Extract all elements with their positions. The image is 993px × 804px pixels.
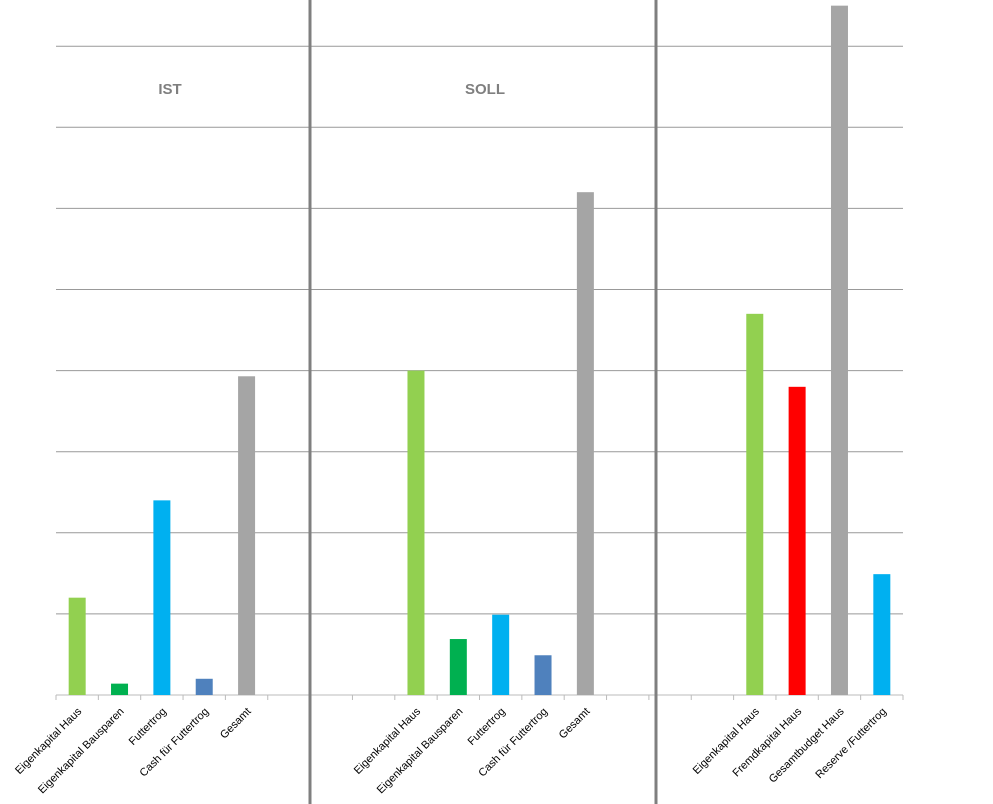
bar	[788, 386, 806, 695]
bar	[153, 500, 171, 695]
bar	[238, 376, 256, 695]
x-tick-label: Gesamtbudget Haus	[767, 705, 847, 785]
group-label: SOLL	[465, 81, 505, 98]
bar	[111, 683, 129, 695]
x-tick-label: Gesamt	[218, 706, 254, 742]
x-tick-label: Futtertrog	[127, 706, 169, 748]
x-tick-label: Eigenkapital Bausparen	[375, 706, 466, 797]
x-tick-label: Gesamt	[557, 706, 593, 742]
x-tick-label: Futtertrog	[466, 706, 508, 748]
x-tick-label: Eigenkapital Bausparen	[36, 706, 127, 797]
bar	[873, 574, 891, 695]
bar	[746, 313, 764, 695]
bar	[576, 192, 594, 695]
bar	[449, 639, 467, 695]
bar	[68, 597, 86, 695]
bar	[195, 678, 213, 695]
x-tick-label: Reserve /Futtertrog	[813, 706, 888, 781]
bar	[492, 614, 510, 695]
bar	[534, 655, 552, 695]
bar	[407, 370, 425, 695]
bar	[830, 5, 848, 695]
group-label: IST	[158, 81, 181, 98]
